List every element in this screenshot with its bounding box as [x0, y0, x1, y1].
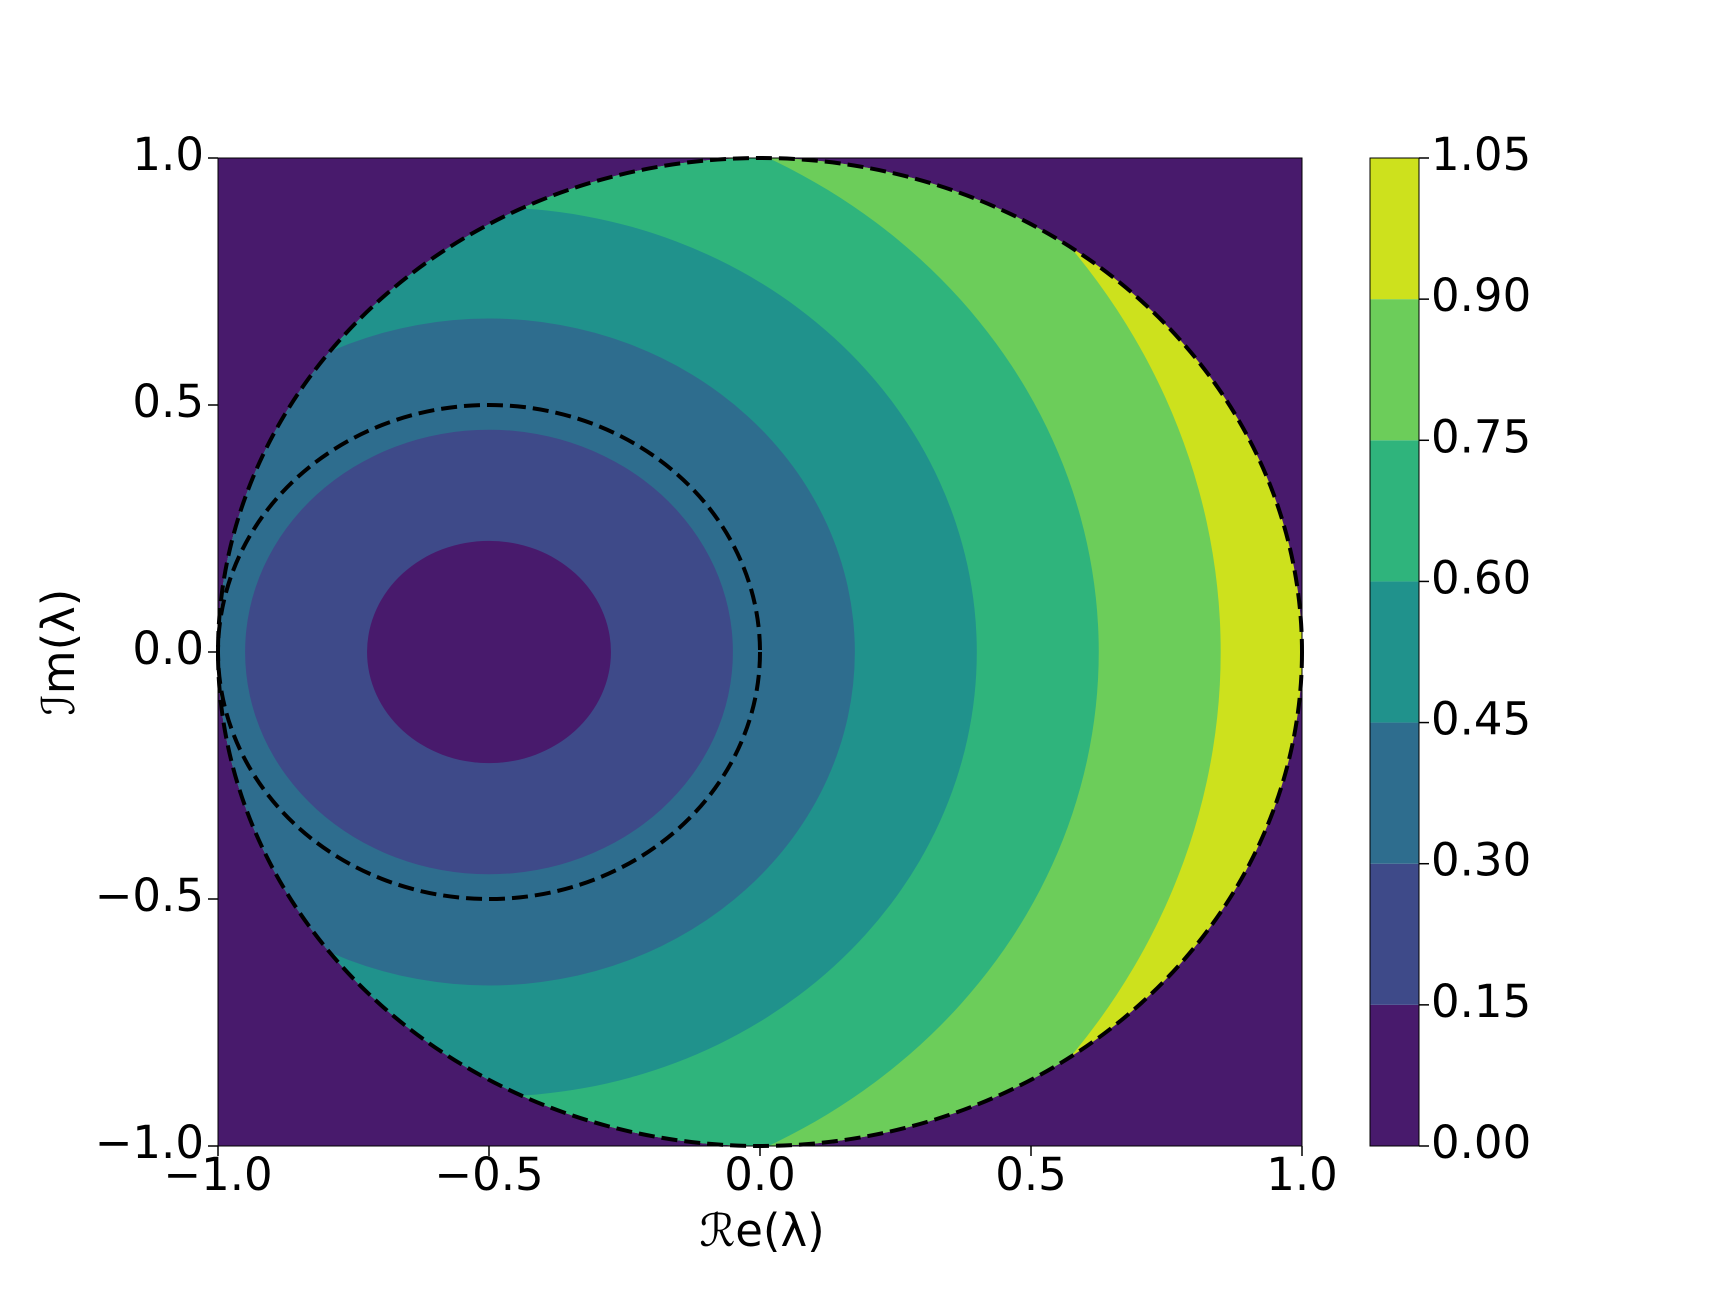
colorbar-tick-label: 0.30 — [1431, 834, 1531, 887]
colorbar-band — [1370, 158, 1419, 300]
y-axis-label: ℐm(λ) — [32, 589, 85, 716]
colorbar-band — [1370, 722, 1419, 864]
x-tick-label: 0.0 — [724, 1148, 796, 1201]
y-tick-label: −0.5 — [95, 869, 204, 922]
colorbar-tick-label: 0.75 — [1431, 410, 1531, 463]
colorbar-band — [1370, 863, 1419, 1005]
colorbar-tick-label: 0.15 — [1431, 975, 1531, 1028]
overlay: −1.0 −0.5 0.0 0.5 1.0 −1.0 −0.5 0.0 0.5 1.0 0.00 0.… — [95, 128, 1531, 1201]
colorbar-tick-label: 0.90 — [1431, 269, 1531, 322]
colorbar-frame — [1369, 157, 1420, 1147]
colorbar-band — [1370, 1004, 1419, 1146]
x-tick-label: −0.5 — [434, 1148, 543, 1201]
y-tick-label: 1.0 — [132, 128, 204, 181]
colorbar-tick-label: 0.00 — [1431, 1116, 1531, 1169]
x-axis-label: ℛe(λ) — [699, 1204, 824, 1257]
colorbar-band — [1370, 440, 1419, 582]
contour-band — [367, 540, 611, 764]
colorbar-tick-label: 0.45 — [1431, 693, 1531, 746]
colorbar-band — [1370, 581, 1419, 723]
colorbar-tick-label: 0.60 — [1431, 551, 1531, 604]
x-tick-label: 1.0 — [1266, 1148, 1338, 1201]
y-tick-label: −1.0 — [95, 1116, 204, 1169]
x-tick-label: −1.0 — [163, 1148, 272, 1201]
x-tick-label: 0.5 — [995, 1148, 1067, 1201]
y-tick-label: 0.5 — [132, 375, 204, 428]
y-tick-label: 0.0 — [132, 622, 204, 675]
colorbar-tick-label: 1.05 — [1431, 128, 1531, 181]
colorbar-band — [1370, 299, 1419, 441]
